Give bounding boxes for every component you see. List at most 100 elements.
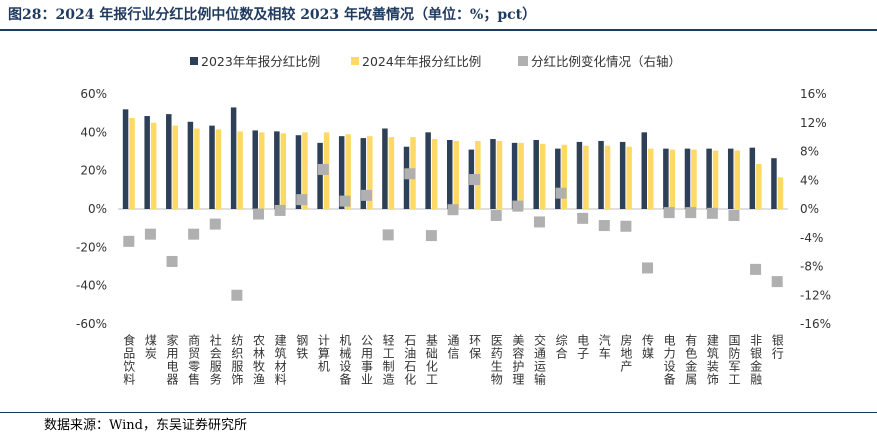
x-tick-label: 轻工制造	[381, 334, 395, 386]
x-tick-label: 机械设备	[338, 334, 352, 386]
x-tick-label: 综合	[554, 334, 568, 360]
x-tick-label: 食品饮料	[122, 333, 136, 386]
bar-2024	[302, 132, 308, 209]
bar-2023	[274, 131, 280, 209]
x-tick-label: 基础化工	[424, 334, 438, 386]
bar-2023	[555, 148, 561, 209]
bar-2024	[237, 131, 243, 209]
x-tick-label: 通信	[446, 334, 460, 360]
x-tick-label: 传媒	[641, 333, 655, 360]
y-left-tick-label: 60%	[80, 87, 107, 101]
change-marker	[706, 207, 718, 219]
combo-chart: 60% 40% 20% 0% -20% -40% -60% 16% 12% 8% 4% 0% -4% -8…	[76, 54, 831, 386]
chart-legend: 2023年年报分红比例 2024年年报分红比例 分红比例变化情况（右轴）	[190, 54, 681, 69]
change-marker	[555, 187, 567, 199]
y-right-tick-label: 4%	[800, 173, 819, 187]
bar-2024	[345, 134, 351, 209]
y-right-tick-label: 0%	[800, 202, 819, 216]
x-tick-label: 建筑材料	[273, 334, 287, 386]
bar-2024	[712, 150, 719, 209]
x-tick-label: 银行	[770, 334, 784, 360]
change-marker	[123, 235, 135, 247]
change-marker	[209, 218, 221, 230]
x-tick-label: 非银金融	[749, 334, 763, 386]
source-rule	[0, 412, 877, 413]
x-tick-label: 计算机	[316, 334, 330, 373]
y-left-tick-label: -40%	[76, 279, 107, 293]
change-marker	[490, 209, 502, 221]
x-tick-label: 农林牧渔	[251, 334, 265, 386]
change-marker	[404, 168, 416, 180]
bar-2023	[490, 139, 496, 209]
bar-2024	[194, 128, 200, 209]
change-marker	[339, 195, 351, 207]
change-marker	[361, 189, 373, 201]
bar-2023	[533, 140, 539, 209]
x-tick-label: 交通运输	[532, 333, 546, 386]
change-marker	[771, 276, 783, 288]
x-tick-label: 电子	[576, 334, 590, 360]
y-left-tick-label: 0%	[88, 202, 107, 216]
change-marker	[750, 263, 762, 275]
change-marker	[685, 207, 697, 219]
bar-2024	[734, 150, 740, 209]
x-tick-label: 钢铁	[295, 334, 309, 360]
legend-label: 分红比例变化情况（右轴）	[531, 54, 681, 69]
legend-swatch	[351, 57, 359, 65]
x-tick-label: 煤炭	[143, 334, 157, 360]
figure-title: 图28：2024 年报行业分红比例中位数及相较 2023 年改善情况（单位：%；…	[8, 7, 537, 23]
source-note: 数据来源：Wind，东吴证券研究所	[44, 418, 247, 433]
bar-2023	[230, 107, 237, 209]
bar-2024	[691, 149, 697, 209]
change-marker	[166, 255, 178, 267]
bar-2024	[669, 149, 676, 209]
change-marker	[317, 163, 329, 175]
bar-2024	[129, 117, 135, 209]
bar-2024	[756, 163, 762, 209]
bar-2024	[215, 129, 222, 209]
x-tick-label: 房地产	[619, 333, 633, 373]
x-tick-label: 建筑装饰	[705, 334, 719, 386]
y-right-tick-label: -8%	[800, 260, 823, 274]
bar-2023	[166, 114, 172, 209]
bar-2024	[583, 145, 589, 209]
bar-2023	[663, 148, 669, 209]
y-left-tick-label: -20%	[76, 240, 107, 254]
bar-2023	[771, 158, 777, 209]
x-tick-label: 公用事业	[360, 334, 374, 386]
bar-2024	[453, 140, 459, 209]
change-marker	[274, 204, 286, 216]
bar-2024	[626, 146, 632, 209]
bar-2024	[648, 148, 654, 209]
bar-2023	[360, 138, 367, 209]
y-left-tick-label: 40%	[80, 125, 107, 139]
bar-2024	[172, 125, 179, 209]
bar-2023	[382, 128, 388, 209]
x-tick-label: 社会服务	[208, 333, 222, 386]
legend-swatch	[518, 56, 528, 66]
y-right-tick-label: 12%	[800, 116, 827, 130]
y-right-tick-label: -12%	[800, 288, 831, 302]
change-marker	[447, 204, 459, 216]
change-marker	[188, 228, 200, 240]
bar-2024	[367, 136, 373, 209]
bar-2023	[122, 109, 129, 209]
x-tick-label: 商贸零售	[187, 333, 201, 386]
x-tick-label: 石油石化	[403, 334, 417, 386]
bar-2024	[280, 133, 287, 209]
y-right-tick-label: -4%	[800, 231, 823, 245]
bar-2023	[317, 142, 323, 209]
change-marker	[620, 220, 632, 232]
legend-label: 2023年年报分红比例	[201, 54, 320, 69]
y-left-tick-label: -60%	[76, 317, 107, 331]
bar-2024	[388, 137, 395, 209]
bar-2024	[561, 144, 568, 209]
change-marker	[382, 229, 394, 241]
bar-2024	[431, 139, 438, 209]
change-marker	[425, 230, 437, 242]
bar-2023	[727, 148, 734, 209]
bar-2023	[511, 142, 518, 209]
bar-2023	[425, 132, 431, 209]
x-tick-label: 纺织服饰	[230, 334, 244, 386]
bar-2023	[684, 148, 691, 209]
